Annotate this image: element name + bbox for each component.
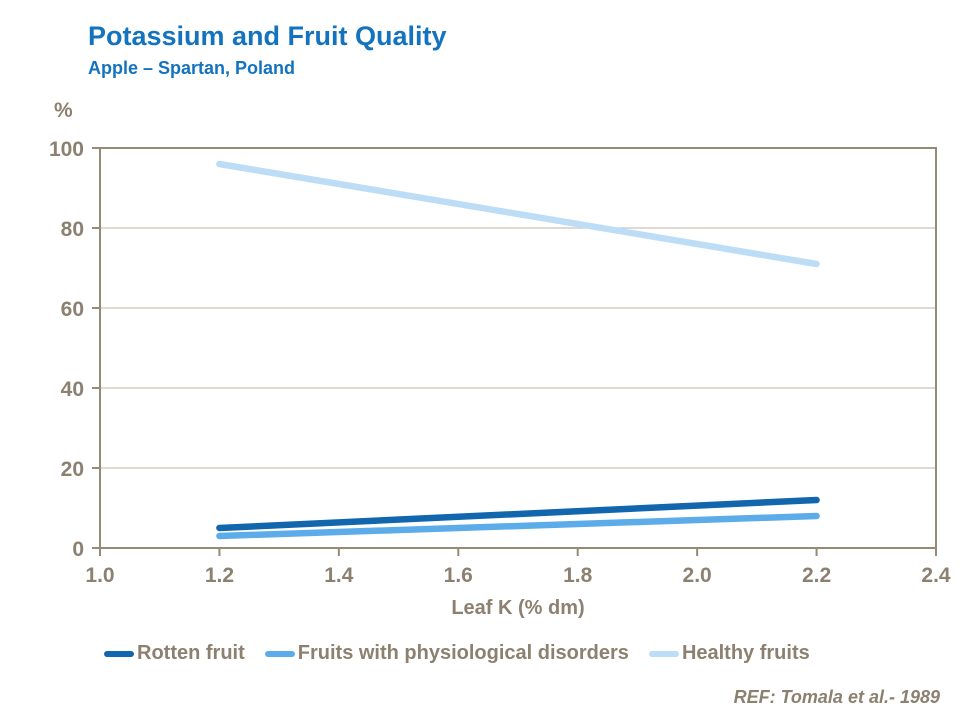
legend-label-healthy-fruits: Healthy fruits [681,642,810,664]
legend-item-rotten-fruit: Rotten fruit [104,642,245,665]
reference-text: REF: Tomala et al.- 1989 [733,687,940,707]
y-axis-label: % [54,99,73,122]
y-tick-label: 80 [61,218,84,241]
legend-item-physiological-disorders: Fruits with physiological disorders [264,642,629,665]
x-axis-label: Leaf K (% dm) [451,597,585,619]
page-subtitle: Apple – Spartan, Poland [88,58,296,78]
x-tick-label: 1.4 [324,564,354,587]
legend-line-physiological-disorders-icon [264,650,295,657]
chart-legend: Rotten fruit Fruits with physiological d… [104,642,940,665]
x-tick-label: 2.0 [683,564,712,587]
legend-item-healthy-fruits: Healthy fruits [648,642,810,665]
y-tick-label: 100 [49,138,84,161]
x-tick-label: 2.4 [921,564,951,587]
legend-line-rotten-fruit-icon [104,650,134,657]
y-tick-label: 20 [61,458,84,481]
legend-line-healthy-fruits-icon [648,650,679,657]
y-tick-label: 60 [61,298,84,321]
legend-label-rotten-fruit: Rotten fruit [137,642,245,664]
series-line [216,160,820,268]
series-line [216,496,820,532]
x-tick-label: 1.2 [205,564,234,587]
plot-frame [99,147,937,549]
y-tick-label: 0 [72,538,84,561]
series-line [216,512,820,540]
x-tick-label: 1.8 [563,564,593,587]
x-tick-label: 2.2 [802,564,831,587]
y-tick-label: 40 [61,378,84,401]
legend-label-physiological-disorders: Fruits with physiological disorders [297,642,629,664]
page-title: Potassium and Fruit Quality [88,21,447,51]
x-tick-label: 1.6 [444,564,473,587]
x-tick-label: 1.0 [85,564,114,587]
chart-header: Potassium and Fruit Quality Apple – Spar… [88,21,447,79]
